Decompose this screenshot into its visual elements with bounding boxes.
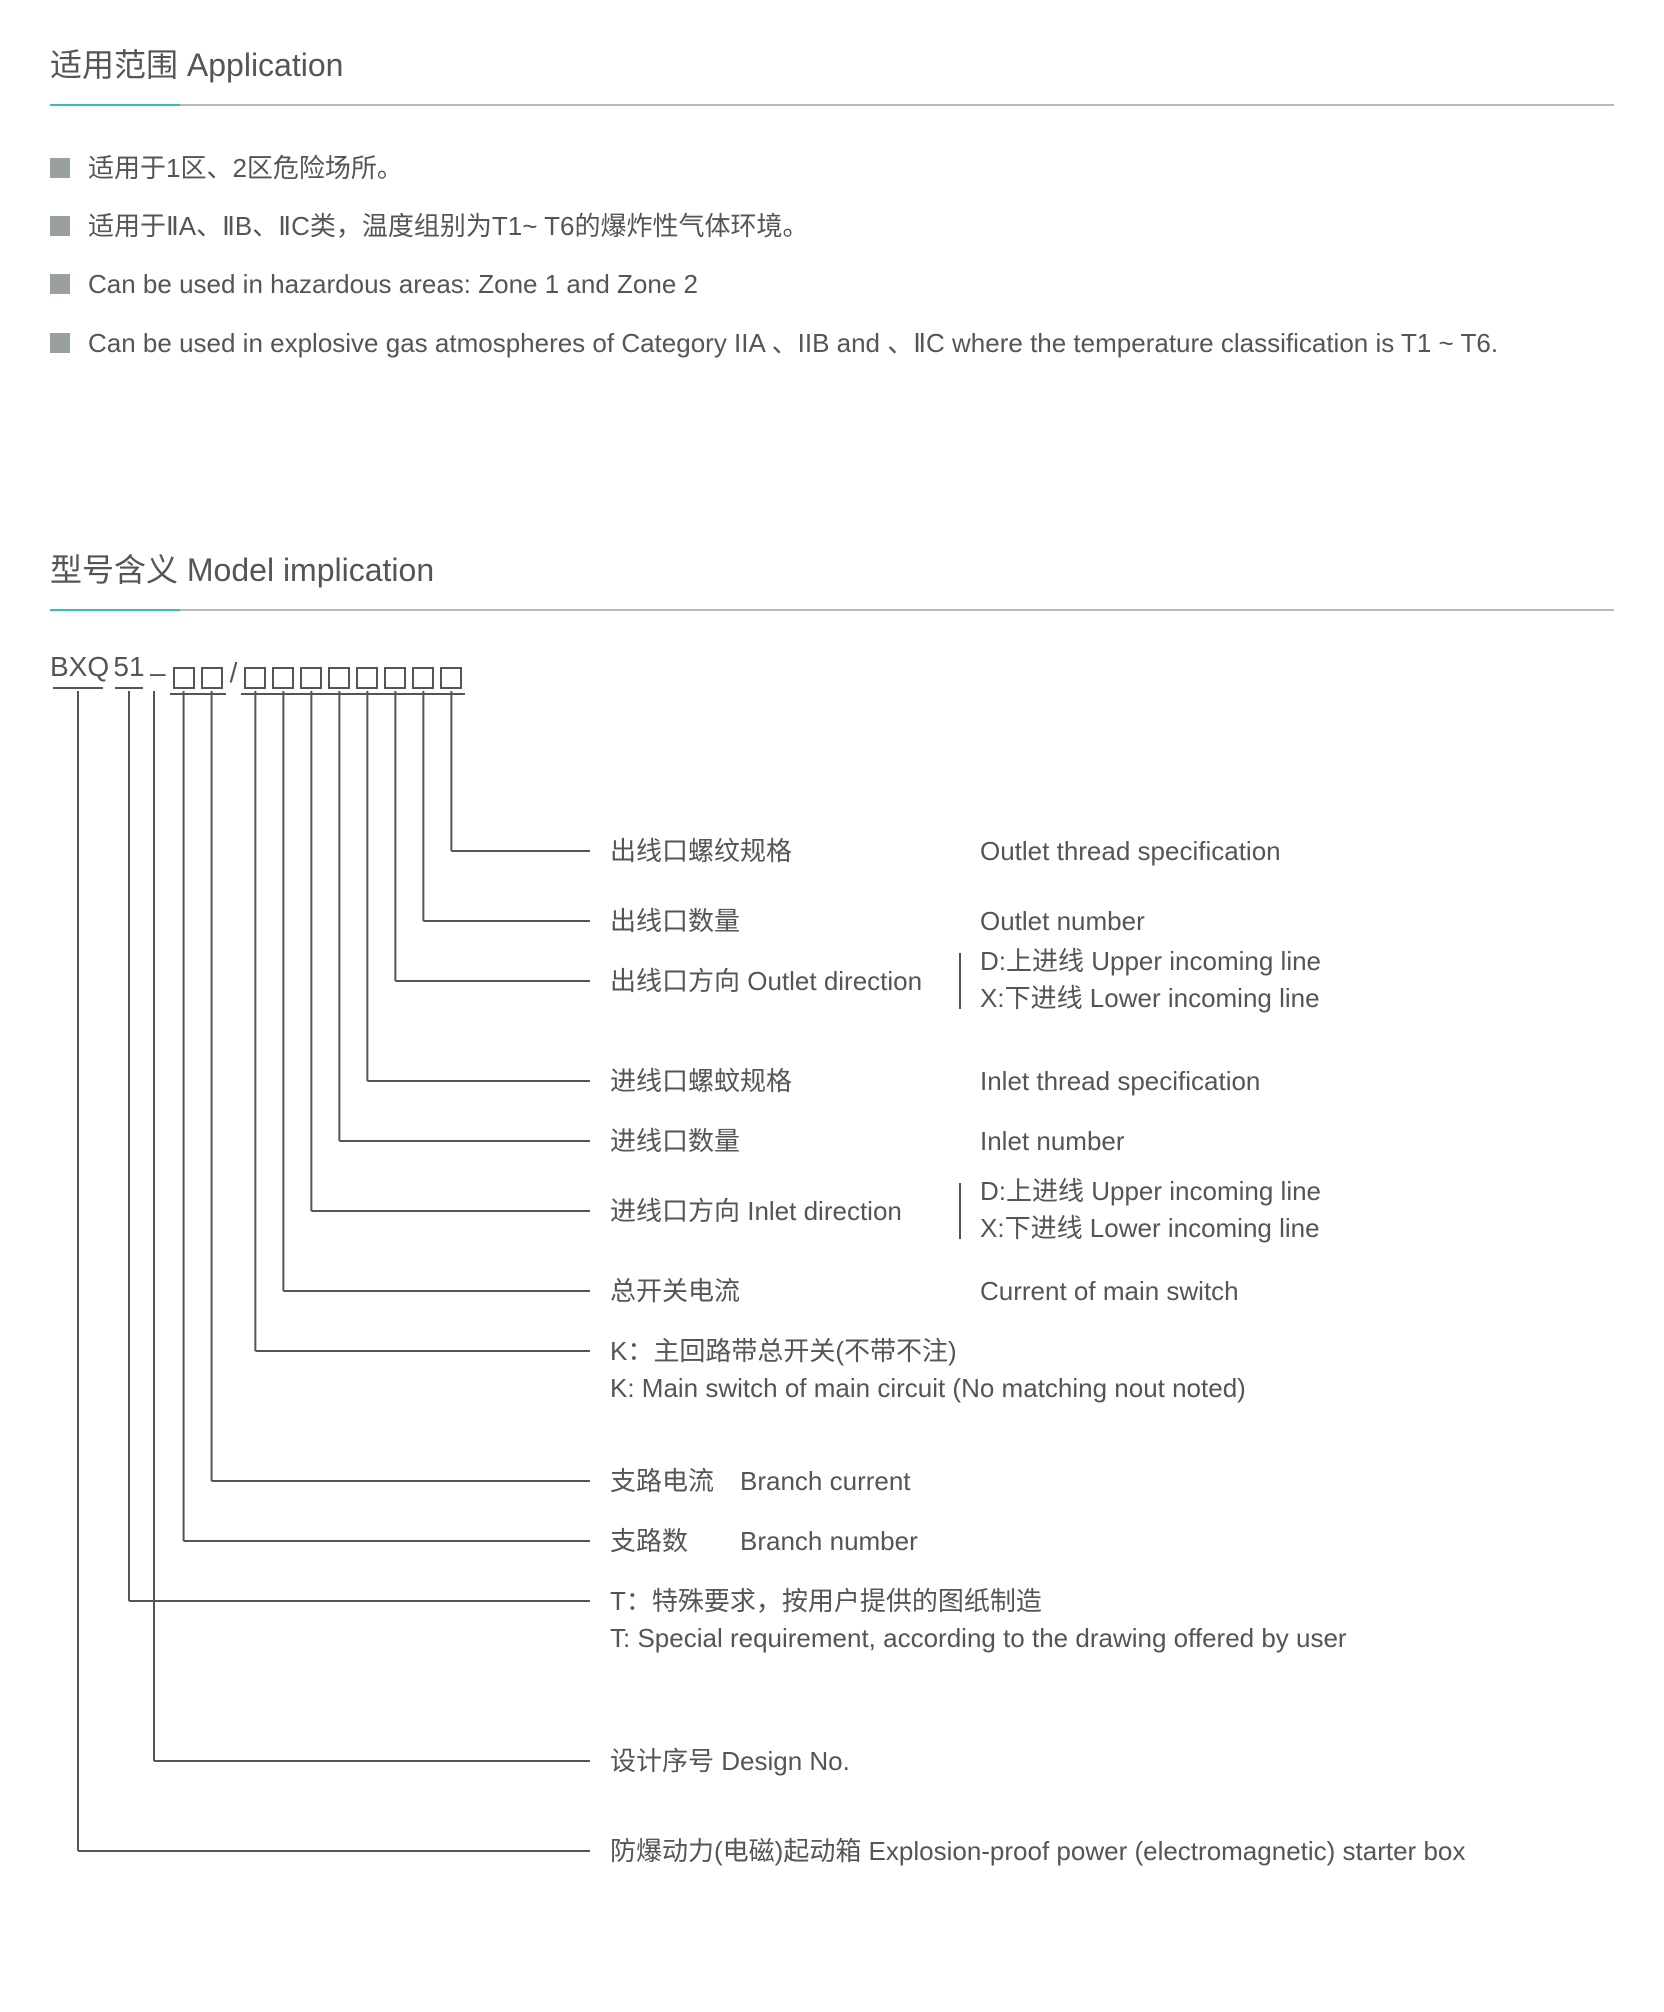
model-label: 进线口数量 (610, 1123, 740, 1161)
bullet-text: Can be used in hazardous areas: Zone 1 a… (88, 262, 1614, 306)
bullet-text: Can be used in explosive gas atmospheres… (88, 321, 1614, 365)
model-label: 支路电流 Branch current (610, 1463, 911, 1501)
bullet-item: 适用于ⅡA、ⅡB、ⅡC类，温度组别为T1~ T6的爆炸性气体环境。 (50, 204, 1614, 248)
bullet-item: 适用于1区、2区危险场所。 (50, 146, 1614, 190)
model-diagram: BXQ51 – / 出线口螺纹规格 Outlet thread specifica… (50, 651, 1614, 1911)
bullet-text: 适用于ⅡA、ⅡB、ⅡC类，温度组别为T1~ T6的爆炸性气体环境。 (88, 204, 1614, 248)
model-label: 出线口数量 (610, 903, 740, 941)
bullet-square-icon (50, 274, 70, 294)
bullet-square-icon (50, 216, 70, 236)
model-label: T：特殊要求，按用户提供的图纸制造T: Special requirement,… (610, 1583, 1347, 1658)
model-box (412, 667, 434, 689)
model-label-en: D:上进线 Upper incoming lineX:下进线 Lower inc… (980, 1173, 1321, 1248)
bullet-item: Can be used in explosive gas atmospheres… (50, 321, 1614, 365)
model-label: 进线口方向 Inlet direction (610, 1193, 902, 1231)
model-box (384, 667, 406, 689)
model-label-en: Inlet thread specification (980, 1063, 1260, 1101)
model-label: 出线口螺纹规格 (610, 833, 792, 871)
bullet-text: 适用于1区、2区危险场所。 (88, 146, 1614, 190)
model-box (201, 667, 223, 689)
model-box (244, 667, 266, 689)
model-box (328, 667, 350, 689)
model-seg-n51: 51 (112, 651, 146, 689)
model-box (173, 667, 195, 689)
bullet-square-icon (50, 158, 70, 178)
model-box (300, 667, 322, 689)
model-label-en: Inlet number (980, 1123, 1125, 1161)
model-code-string: BXQ51 – / (50, 651, 465, 689)
model-box (440, 667, 462, 689)
model-label: 防爆动力(电磁)起动箱 Explosion-proof power (elect… (610, 1833, 1465, 1871)
model-label: 总开关电流 (610, 1273, 740, 1311)
model-label-en: Current of main switch (980, 1273, 1239, 1311)
model-seg-bxq: BXQ (50, 651, 106, 689)
model-label-en: Outlet number (980, 903, 1145, 941)
application-heading: 适用范围 Application (50, 40, 1614, 86)
model-label-en: Outlet thread specification (980, 833, 1281, 871)
model-label: 设计序号 Design No. (610, 1743, 850, 1781)
model-label: K：主回路带总开关(不带不注)K: Main switch of main ci… (610, 1333, 1246, 1408)
model-heading: 型号含义 Model implication (50, 545, 1614, 591)
application-list: 适用于1区、2区危险场所。适用于ⅡA、ⅡB、ⅡC类，温度组别为T1~ T6的爆炸… (50, 146, 1614, 365)
model-label-en: D:上进线 Upper incoming lineX:下进线 Lower inc… (980, 943, 1321, 1018)
bullet-item: Can be used in hazardous areas: Zone 1 a… (50, 262, 1614, 306)
model-label: 出线口方向 Outlet direction (610, 963, 922, 1001)
model-box (272, 667, 294, 689)
application-rule (50, 104, 1614, 106)
model-label: 支路数 Branch number (610, 1523, 918, 1561)
model-rule (50, 609, 1614, 611)
model-box (356, 667, 378, 689)
bullet-square-icon (50, 333, 70, 353)
model-label: 进线口螺蚊规格 (610, 1063, 792, 1101)
